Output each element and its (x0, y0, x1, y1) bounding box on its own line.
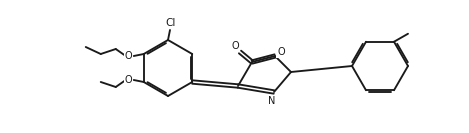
Text: O: O (277, 47, 285, 57)
Text: N: N (268, 96, 276, 106)
Text: O: O (125, 75, 133, 85)
Text: O: O (231, 41, 239, 51)
Text: Cl: Cl (166, 18, 176, 28)
Text: O: O (125, 51, 133, 61)
